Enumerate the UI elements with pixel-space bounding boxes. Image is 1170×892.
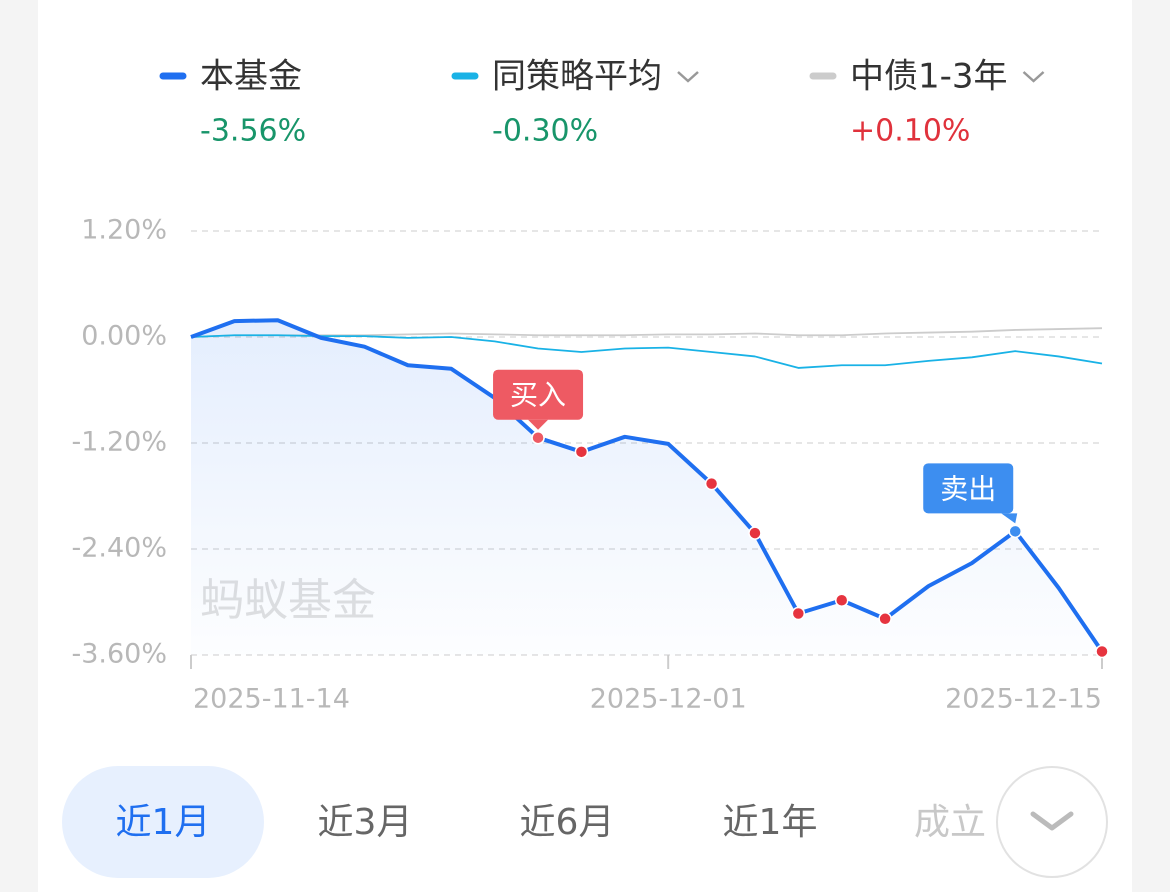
tab[interactable]: 近1月 — [116, 802, 211, 843]
tab[interactable]: 近3月 — [318, 802, 413, 843]
legend-change: -0.30% — [492, 114, 598, 149]
legend-change: +0.10% — [850, 114, 970, 149]
expand-button[interactable] — [996, 766, 1108, 878]
trade-dot — [1095, 644, 1109, 659]
x-tick-label: 2025-12-15 — [945, 684, 1102, 715]
series-line — [190, 318, 1104, 653]
y-tick-label: -1.20% — [71, 427, 167, 458]
event-dot — [531, 430, 545, 445]
y-tick-label: 0.00% — [81, 321, 167, 352]
event-box — [493, 369, 584, 420]
trade-dot — [878, 612, 892, 626]
trade-dot — [791, 606, 806, 621]
y-tick-label: -3.60% — [71, 639, 167, 670]
tab[interactable]: 成立 — [914, 802, 986, 843]
expand-chevron — [1030, 811, 1074, 831]
x-tick-label: 2025-11-14 — [193, 684, 350, 715]
legend-dropdown[interactable] — [1022, 71, 1045, 83]
event-pointer — [528, 419, 549, 430]
x-tick-label: 2025-12-01 — [590, 684, 747, 715]
legend-label: 中债1-3年 — [850, 57, 1008, 97]
y-tick-label: -2.40% — [71, 533, 167, 564]
series-line — [190, 334, 1103, 369]
legend-label: 同策略平均 — [492, 57, 662, 97]
trade-dot — [704, 476, 719, 491]
tab-selected-bg — [62, 766, 264, 878]
tab[interactable]: 近1年 — [723, 802, 818, 843]
legend-dropdown[interactable] — [677, 71, 699, 83]
event-dot — [1008, 524, 1022, 539]
event-pointer — [1001, 513, 1018, 524]
legend-label: 本基金 — [200, 57, 302, 97]
trade-dot — [834, 593, 849, 607]
y-tick-label: 1.20% — [81, 215, 167, 246]
trade-dot — [574, 445, 589, 459]
fund-area — [191, 320, 1102, 655]
event-label: 买入 — [510, 379, 566, 412]
tab[interactable]: 近6月 — [520, 802, 615, 843]
trade-dot — [748, 526, 762, 540]
event-label: 卖出 — [940, 472, 996, 505]
event-box — [923, 463, 1014, 514]
legend-change: -3.56% — [200, 114, 306, 149]
